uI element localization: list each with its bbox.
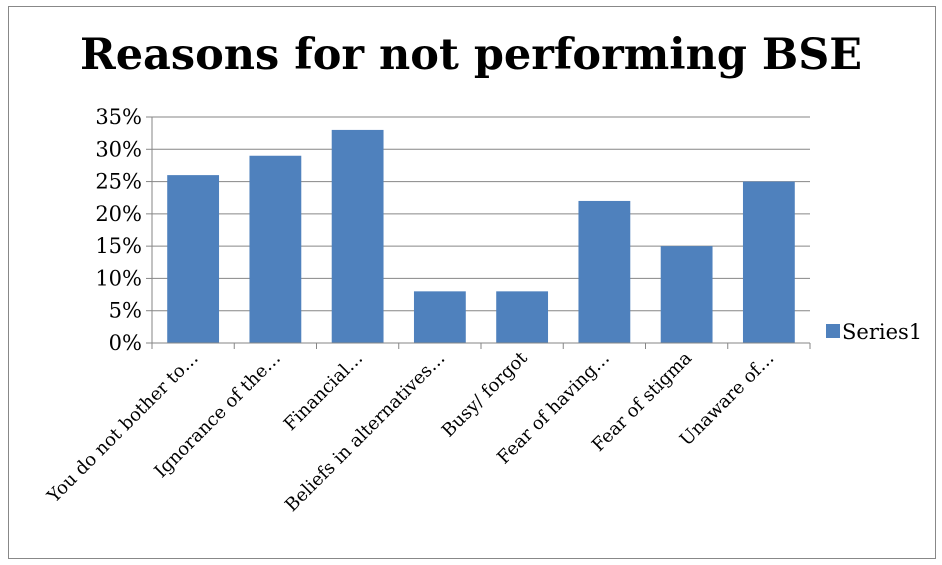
y-tick-label: 0% <box>109 331 142 355</box>
bar <box>578 200 631 343</box>
bar <box>660 246 713 343</box>
y-tick-label: 30% <box>95 137 142 161</box>
category-label: Financial… <box>280 348 367 435</box>
category-label: Beliefs in alternatives… <box>281 348 449 516</box>
bar <box>249 155 302 343</box>
legend-label: Series1 <box>842 320 922 344</box>
category-label: You do not bother to… <box>43 348 203 508</box>
y-axis: 0% 5% 10% 15% 20% 25% 30% 35% <box>95 105 153 355</box>
bars <box>167 129 795 343</box>
bar <box>496 291 549 343</box>
y-tick-label: 35% <box>95 105 142 129</box>
chart-title: Reasons for not performing BSE <box>79 30 863 80</box>
y-tick-label: 20% <box>95 202 142 226</box>
y-tick-label: 10% <box>95 266 142 290</box>
bar <box>413 291 466 343</box>
legend: Series1 <box>826 320 922 344</box>
y-tick-label: 25% <box>95 170 142 194</box>
bar <box>167 175 220 343</box>
y-tick-label: 15% <box>95 234 142 258</box>
bar <box>331 129 384 343</box>
bar <box>742 181 795 343</box>
legend-swatch <box>826 324 840 338</box>
y-tick-label: 5% <box>109 299 142 323</box>
x-axis: You do not bother to…Ignorance of the…Fi… <box>43 342 811 516</box>
